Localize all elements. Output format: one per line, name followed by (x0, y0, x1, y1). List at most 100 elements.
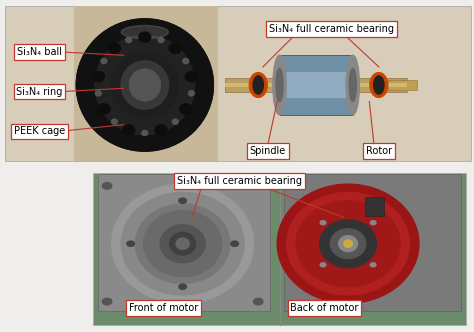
Ellipse shape (142, 130, 148, 135)
Text: PEEK cage: PEEK cage (14, 126, 65, 136)
Ellipse shape (121, 193, 244, 295)
Ellipse shape (370, 221, 376, 225)
Ellipse shape (121, 26, 168, 39)
Ellipse shape (169, 43, 181, 53)
Ellipse shape (254, 183, 263, 189)
Ellipse shape (160, 225, 205, 263)
Ellipse shape (144, 210, 222, 277)
Ellipse shape (121, 61, 168, 109)
Ellipse shape (176, 238, 189, 249)
Ellipse shape (319, 220, 376, 268)
Ellipse shape (173, 119, 178, 124)
Ellipse shape (155, 125, 167, 135)
FancyBboxPatch shape (365, 198, 383, 215)
Ellipse shape (158, 38, 164, 42)
Ellipse shape (111, 119, 117, 124)
Ellipse shape (185, 72, 197, 82)
Ellipse shape (98, 104, 110, 114)
FancyBboxPatch shape (225, 83, 407, 87)
Ellipse shape (102, 183, 112, 189)
Ellipse shape (76, 19, 213, 151)
Ellipse shape (277, 184, 419, 303)
Text: Si₃N₄ full ceramic bearing: Si₃N₄ full ceramic bearing (269, 24, 394, 34)
Ellipse shape (142, 130, 148, 135)
Ellipse shape (287, 193, 410, 295)
Ellipse shape (109, 43, 120, 53)
Ellipse shape (320, 221, 326, 225)
Ellipse shape (170, 232, 196, 255)
Ellipse shape (95, 36, 194, 134)
Ellipse shape (180, 104, 191, 114)
Ellipse shape (126, 38, 131, 42)
Ellipse shape (126, 38, 131, 42)
Ellipse shape (346, 55, 359, 115)
Ellipse shape (179, 284, 186, 289)
Text: Si₃N₄ ring: Si₃N₄ ring (16, 87, 63, 97)
FancyBboxPatch shape (74, 6, 218, 161)
FancyBboxPatch shape (280, 55, 353, 115)
Ellipse shape (349, 68, 356, 102)
Ellipse shape (123, 125, 135, 135)
Ellipse shape (109, 43, 120, 53)
Ellipse shape (102, 298, 112, 305)
Text: Front of motor: Front of motor (129, 303, 199, 313)
Ellipse shape (374, 76, 384, 94)
Ellipse shape (136, 204, 230, 284)
FancyBboxPatch shape (93, 173, 466, 325)
Ellipse shape (254, 298, 263, 305)
Ellipse shape (95, 91, 101, 96)
Ellipse shape (185, 72, 197, 82)
Ellipse shape (112, 52, 178, 118)
Ellipse shape (180, 104, 191, 114)
Ellipse shape (101, 58, 107, 63)
FancyBboxPatch shape (5, 6, 471, 161)
Ellipse shape (231, 241, 238, 246)
FancyBboxPatch shape (225, 78, 407, 92)
Ellipse shape (249, 73, 267, 97)
Ellipse shape (253, 76, 264, 94)
Ellipse shape (296, 201, 400, 287)
Ellipse shape (112, 184, 254, 303)
FancyBboxPatch shape (388, 80, 417, 90)
Ellipse shape (98, 104, 110, 114)
Ellipse shape (344, 240, 352, 247)
Ellipse shape (155, 125, 167, 135)
FancyBboxPatch shape (280, 72, 353, 98)
Ellipse shape (320, 263, 326, 267)
Ellipse shape (338, 236, 357, 252)
Ellipse shape (173, 119, 178, 124)
Ellipse shape (169, 43, 181, 53)
FancyBboxPatch shape (98, 174, 270, 311)
Ellipse shape (112, 52, 178, 118)
Ellipse shape (129, 69, 160, 101)
Ellipse shape (92, 72, 104, 82)
Text: Rotor: Rotor (366, 146, 392, 156)
Ellipse shape (273, 55, 286, 115)
Ellipse shape (189, 91, 194, 96)
Ellipse shape (179, 198, 186, 204)
Text: Spindle: Spindle (250, 146, 286, 156)
Ellipse shape (370, 73, 388, 97)
Ellipse shape (158, 38, 164, 42)
Ellipse shape (189, 91, 194, 96)
Ellipse shape (95, 91, 101, 96)
Ellipse shape (121, 61, 168, 109)
Ellipse shape (95, 36, 194, 134)
Ellipse shape (330, 229, 366, 259)
Ellipse shape (370, 263, 376, 267)
Ellipse shape (129, 69, 160, 101)
Text: Si₃N₄ ball: Si₃N₄ ball (17, 47, 62, 57)
Ellipse shape (127, 241, 135, 246)
Ellipse shape (183, 58, 189, 63)
FancyBboxPatch shape (284, 174, 462, 311)
Ellipse shape (92, 72, 104, 82)
Ellipse shape (111, 119, 117, 124)
Ellipse shape (139, 32, 151, 42)
Ellipse shape (276, 68, 283, 102)
Text: Si₃N₄ full ceramic bearing: Si₃N₄ full ceramic bearing (177, 176, 302, 186)
Ellipse shape (139, 32, 151, 42)
Ellipse shape (101, 58, 107, 63)
Ellipse shape (123, 125, 135, 135)
Ellipse shape (76, 19, 213, 151)
Ellipse shape (183, 58, 189, 63)
